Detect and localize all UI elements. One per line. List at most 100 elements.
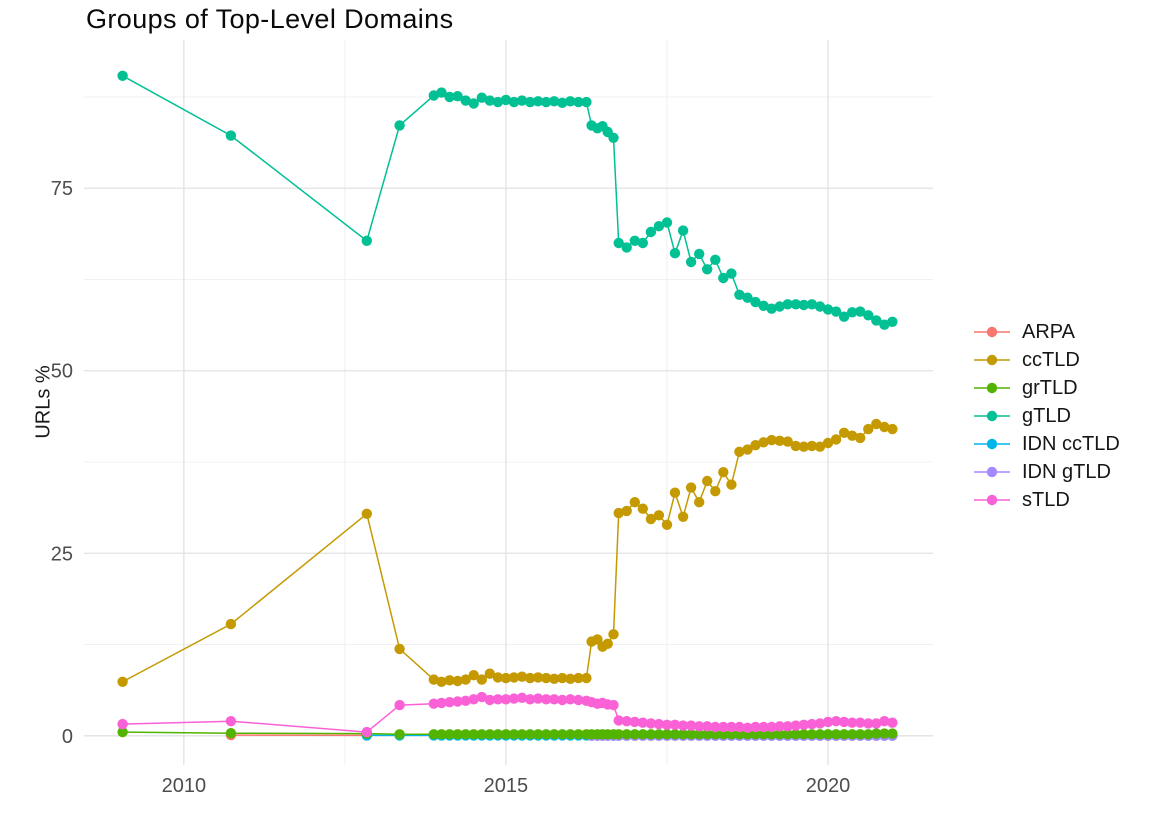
- series-point-gtld: [822, 304, 834, 315]
- legend-item-label: grTLD: [1022, 376, 1078, 399]
- series-point-gtld: [871, 315, 882, 326]
- series-point-cctld: [117, 676, 128, 687]
- chart-title: Groups of Top-Level Domains: [86, 4, 454, 34]
- series-point-grtld: [524, 729, 536, 740]
- series-point-grtld: [492, 729, 504, 740]
- series-point-stld: [855, 717, 866, 728]
- series-point-grtld: [798, 729, 809, 740]
- series-point-gtld: [653, 221, 665, 232]
- series-point-cctld: [541, 672, 552, 684]
- series-point-gtld: [444, 91, 455, 103]
- series-point-cctld: [758, 437, 769, 448]
- series-point-stld: [838, 716, 850, 728]
- series-point-cctld: [500, 672, 512, 684]
- series-point-grtld: [653, 729, 665, 740]
- series-point-cctld: [637, 503, 648, 514]
- legend-item-label: ccTLD: [1022, 348, 1080, 371]
- series-point-stld: [710, 721, 721, 733]
- series-point-gtld: [645, 226, 657, 238]
- series-point-gtld: [500, 94, 512, 106]
- series-point-gtld: [524, 96, 536, 108]
- series-point-gtld: [685, 256, 697, 268]
- legend-key-dot: [986, 382, 998, 394]
- series-point-grtld: [661, 729, 673, 740]
- series-point-grtld: [879, 728, 890, 739]
- series-point-cctld: [718, 467, 729, 478]
- series-point-gtld: [726, 268, 737, 279]
- series-point-grtld: [750, 729, 761, 740]
- series-point-grtld: [677, 729, 689, 740]
- series-point-gtld: [806, 299, 818, 310]
- series-point-stld: [814, 718, 826, 729]
- legend-item-grtld: grTLD: [972, 376, 1120, 399]
- series-point-cctld: [468, 670, 479, 681]
- series-point-gtld: [565, 96, 576, 107]
- series-point-cctld: [742, 444, 753, 455]
- series-point-grtld: [702, 729, 713, 740]
- series-point-grtld: [476, 729, 487, 740]
- series-point-cctld: [361, 508, 372, 519]
- series-point-gtld: [452, 91, 463, 102]
- legend-key-gtld: [974, 410, 1010, 422]
- series-point-stld: [394, 699, 405, 711]
- series-point-grtld: [774, 729, 785, 740]
- legend-item-gtld: gTLD: [972, 405, 1120, 427]
- series-point-grtld: [645, 729, 657, 740]
- series-point-cctld: [592, 634, 603, 645]
- series-point-cctld: [726, 479, 737, 490]
- series-point-gtld: [608, 132, 619, 143]
- series-point-stld: [726, 721, 737, 733]
- series-point-gtld: [758, 300, 769, 311]
- series-point-stld: [460, 695, 471, 706]
- series-point-cctld: [565, 673, 576, 684]
- legend-key-stld: [974, 494, 1010, 506]
- series-point-grtld: [887, 728, 898, 739]
- series-point-stld: [500, 694, 512, 705]
- series-point-gtld: [492, 96, 504, 108]
- series-point-stld: [863, 718, 874, 729]
- series-point-gtld: [879, 319, 890, 330]
- series-point-cctld: [685, 482, 697, 493]
- series-point-stld: [468, 694, 479, 705]
- series-point-gtld: [613, 237, 624, 249]
- legend-item-stld: sTLD: [972, 489, 1120, 511]
- series-point-cctld: [516, 671, 528, 682]
- series-point-cctld: [476, 674, 487, 685]
- series-point-cctld: [750, 440, 761, 451]
- series-point-gtld: [581, 96, 592, 108]
- series-point-gtld: [508, 96, 520, 108]
- series-point-cctld: [887, 423, 898, 435]
- series-point-grtld: [573, 729, 584, 740]
- series-point-cctld: [830, 434, 842, 445]
- series-point-gtld: [476, 92, 487, 103]
- series-point-grtld: [629, 729, 640, 740]
- series-point-stld: [677, 720, 689, 731]
- series-point-grtld: [822, 729, 834, 740]
- series-point-stld: [847, 717, 858, 728]
- series-point-grtld: [685, 729, 697, 740]
- series-point-cctld: [798, 441, 809, 452]
- series-point-cctld: [608, 629, 619, 640]
- series-point-gtld: [549, 96, 560, 107]
- series-point-stld: [428, 698, 439, 709]
- x-tick-label: 2010: [162, 775, 207, 797]
- series-point-cctld: [452, 675, 463, 687]
- series-point-stld: [702, 721, 713, 732]
- y-tick-label: 25: [51, 543, 73, 565]
- series-point-cctld: [790, 440, 801, 452]
- series-point-cctld: [734, 446, 745, 457]
- legend-item-idn-gtld: IDN gTLD: [972, 460, 1120, 483]
- legend-key-dot: [986, 438, 998, 450]
- series-point-gtld: [394, 120, 405, 131]
- series-point-cctld: [460, 674, 471, 685]
- series-point-stld: [694, 721, 705, 732]
- series-point-stld: [782, 721, 793, 732]
- series-point-cctld: [782, 436, 793, 447]
- series-point-grtld: [766, 729, 777, 740]
- series-point-gtld: [436, 87, 447, 98]
- legend-item-label: IDN gTLD: [1022, 460, 1111, 483]
- series-point-gtld: [774, 301, 785, 312]
- series-point-grtld: [806, 729, 818, 740]
- series-point-grtld: [532, 729, 544, 740]
